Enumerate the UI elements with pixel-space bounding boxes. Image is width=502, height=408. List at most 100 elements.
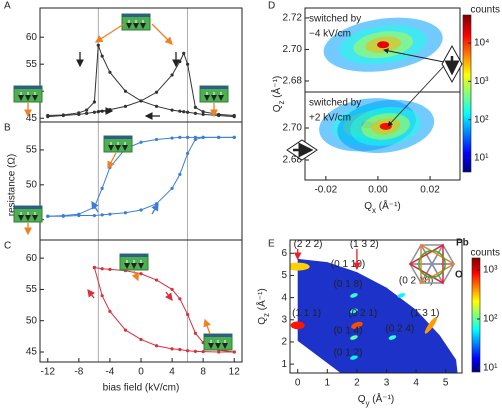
panel-label: A bbox=[4, 1, 11, 12]
x-tick-label: 0 bbox=[138, 367, 144, 378]
diffraction-spot bbox=[290, 262, 310, 271]
data-point bbox=[61, 213, 65, 218]
annotation: +2 kV/cm bbox=[309, 113, 351, 124]
series-line bbox=[47, 45, 235, 118]
panel-label: D bbox=[268, 1, 275, 12]
data-point bbox=[108, 267, 112, 272]
annotation: −4 kV/cm bbox=[309, 29, 351, 40]
x-tick-label: 4 bbox=[169, 367, 175, 378]
index-label: (1̄ 3 1) bbox=[411, 308, 440, 319]
y-tick-label: 2.68 bbox=[283, 76, 303, 87]
axis-label-part: Q bbox=[358, 394, 366, 405]
y-tick-label: 5 bbox=[281, 270, 287, 281]
axis-label-part: Q bbox=[257, 317, 268, 325]
diffraction-spot bbox=[424, 317, 438, 334]
colorbar-tick-label: 10³ bbox=[483, 265, 498, 276]
x-tick-label: 0 bbox=[295, 378, 301, 389]
arrow bbox=[91, 200, 99, 213]
index-label: (0 1 10) bbox=[331, 259, 365, 270]
data-point bbox=[178, 297, 182, 301]
data-point bbox=[186, 151, 190, 156]
data-point bbox=[193, 331, 197, 335]
data-point bbox=[154, 278, 159, 282]
diffraction-spot bbox=[350, 335, 358, 340]
lattice-triangle bbox=[408, 243, 444, 285]
annotation: switched by bbox=[309, 14, 361, 25]
lattice-ring bbox=[418, 250, 446, 278]
device-electrode bbox=[200, 86, 228, 89]
colorbar-label: counts bbox=[471, 5, 500, 16]
data-point bbox=[217, 112, 221, 117]
annotation: switched by bbox=[309, 98, 361, 109]
series-line bbox=[47, 136, 235, 217]
axis-label-part: (Å⁻¹) bbox=[255, 288, 268, 313]
data-point bbox=[100, 267, 104, 271]
arrow bbox=[203, 318, 211, 335]
y-tick-label: 2.70 bbox=[283, 123, 303, 134]
x-tick-label: -8 bbox=[74, 367, 83, 378]
data-point bbox=[123, 89, 128, 93]
device-electrode bbox=[122, 14, 150, 17]
y-tick-label: 60 bbox=[26, 253, 38, 264]
lattice-bond bbox=[420, 244, 444, 284]
data-point bbox=[154, 104, 159, 108]
data-point bbox=[77, 112, 81, 117]
y-tick-label: 60 bbox=[26, 32, 38, 43]
data-point bbox=[139, 140, 143, 144]
colorbar-tick-label: 10² bbox=[483, 314, 498, 325]
colorbar bbox=[462, 14, 472, 173]
axis-label-part: x bbox=[372, 206, 376, 215]
axis-label-part: (Å⁻¹) bbox=[270, 76, 283, 101]
axis-label-part: z bbox=[262, 313, 271, 317]
map-content bbox=[319, 98, 435, 154]
data-point bbox=[178, 172, 182, 176]
data-point bbox=[92, 100, 96, 104]
data-point bbox=[186, 135, 190, 139]
data-point bbox=[193, 105, 197, 110]
arrow bbox=[164, 291, 173, 302]
data-point bbox=[92, 213, 96, 218]
data-point bbox=[186, 349, 190, 353]
plot-frame bbox=[39, 121, 243, 241]
index-label: (1 3 2) bbox=[350, 239, 379, 250]
data-point bbox=[77, 212, 81, 216]
y-tick-label: 3 bbox=[281, 314, 287, 325]
data-point bbox=[193, 135, 197, 139]
data-point bbox=[92, 265, 96, 270]
data-point bbox=[217, 135, 221, 139]
lattice-bond bbox=[409, 263, 422, 284]
panel-label: C bbox=[4, 241, 11, 252]
data-point bbox=[170, 186, 174, 190]
data-point bbox=[46, 114, 50, 119]
axis-label-part: z bbox=[277, 100, 286, 104]
data-point bbox=[170, 287, 174, 292]
x-tick-label: 0.02 bbox=[420, 185, 440, 196]
colorbar-tick-label: 10² bbox=[474, 114, 489, 125]
device-electrode bbox=[104, 136, 132, 139]
data-point bbox=[186, 62, 190, 66]
x-tick-label: -4 bbox=[105, 367, 114, 378]
x-tick-label: -0.02 bbox=[314, 185, 337, 196]
device-electrode bbox=[120, 254, 148, 257]
diffraction-spot bbox=[350, 355, 358, 360]
measured-region bbox=[297, 258, 458, 373]
arrow bbox=[383, 48, 445, 63]
data-point bbox=[193, 349, 197, 353]
device-electrode bbox=[14, 206, 42, 209]
intensity-peak bbox=[377, 41, 390, 49]
y-tick-label: 55 bbox=[26, 145, 38, 156]
data-point bbox=[139, 99, 143, 103]
y-axis-label: resistance (Ω) bbox=[7, 154, 18, 217]
colorbar bbox=[471, 257, 481, 373]
data-point bbox=[92, 110, 96, 114]
data-point bbox=[100, 54, 104, 58]
y-tick-label: 50 bbox=[26, 315, 38, 326]
device-electrode bbox=[14, 86, 42, 89]
axis-label-part: Q bbox=[272, 104, 283, 112]
lattice-bond bbox=[409, 244, 422, 265]
y-tick-label: 55 bbox=[26, 59, 38, 70]
data-point bbox=[232, 113, 236, 118]
data-point bbox=[108, 70, 112, 74]
data-point bbox=[170, 108, 174, 112]
